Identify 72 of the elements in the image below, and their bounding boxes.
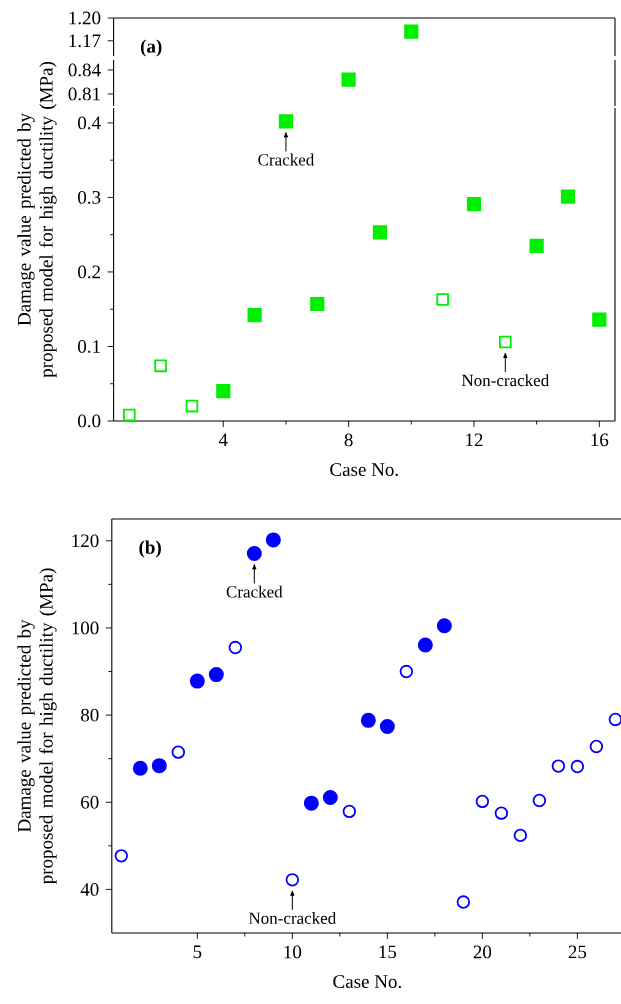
point bbox=[265, 532, 281, 548]
y-tick-label: 0.4 bbox=[78, 116, 101, 130]
x-tick-label: 10 bbox=[284, 945, 302, 959]
point bbox=[436, 293, 449, 306]
y-tick-label: 40 bbox=[80, 883, 99, 896]
y-tick-label: 1.17 bbox=[69, 34, 101, 48]
annotation: (b) bbox=[139, 540, 161, 558]
point bbox=[570, 759, 585, 774]
y-tick-label: 120 bbox=[72, 534, 99, 548]
point bbox=[342, 804, 357, 819]
annotation: Non-cracked bbox=[248, 912, 337, 924]
point bbox=[310, 296, 325, 312]
point bbox=[551, 759, 566, 773]
y-axis-title: Damage value predicted by proposed model for high ductility (MPa) bbox=[17, 62, 57, 378]
x-tick-label: 12 bbox=[466, 433, 483, 447]
annotation: Cracked bbox=[258, 153, 315, 166]
annotation: Non-cracked bbox=[461, 374, 549, 387]
point bbox=[494, 806, 509, 820]
point bbox=[436, 618, 452, 634]
x-tick-label: 15 bbox=[379, 945, 397, 959]
point bbox=[151, 758, 167, 774]
y-tick-label: 0.1 bbox=[78, 340, 100, 353]
point bbox=[114, 849, 128, 863]
y-tick-label: 1.20 bbox=[69, 11, 101, 25]
point bbox=[399, 664, 414, 679]
x-tick-label: 5 bbox=[193, 945, 202, 959]
y-tick-label: 60 bbox=[81, 795, 99, 809]
x-tick-label: 25 bbox=[568, 945, 587, 959]
x-axis-title: Case No. bbox=[330, 463, 398, 477]
point bbox=[499, 335, 512, 349]
y-tick-label: 0.84 bbox=[68, 63, 101, 77]
point bbox=[466, 197, 482, 212]
x-tick-label: 20 bbox=[473, 945, 492, 959]
y-tick-label: 80 bbox=[80, 708, 99, 722]
y-axis-title: Damage value predicted by proposed model for high ductility (MPa) bbox=[17, 568, 57, 884]
point bbox=[513, 828, 528, 843]
point bbox=[154, 359, 167, 373]
x-tick-label: 8 bbox=[344, 433, 353, 447]
annotation: Cracked bbox=[226, 585, 283, 598]
point bbox=[132, 760, 148, 776]
y-tick-label: 0.3 bbox=[78, 190, 101, 204]
point bbox=[456, 895, 471, 909]
y-tick-label: 100 bbox=[72, 621, 99, 635]
point bbox=[171, 745, 186, 759]
point bbox=[246, 545, 262, 561]
point bbox=[475, 794, 490, 809]
point bbox=[247, 308, 262, 323]
point bbox=[560, 189, 576, 204]
point bbox=[372, 225, 388, 240]
x-tick-label: 16 bbox=[591, 433, 609, 447]
point bbox=[303, 795, 319, 811]
y-tick-label: 0.0 bbox=[78, 414, 101, 428]
point bbox=[185, 399, 199, 413]
point bbox=[122, 408, 136, 422]
point bbox=[228, 640, 243, 655]
point bbox=[529, 238, 544, 253]
point bbox=[285, 873, 300, 887]
point bbox=[322, 789, 338, 805]
y-tick-label: 0.81 bbox=[68, 87, 100, 101]
point bbox=[592, 312, 607, 327]
x-axis-title: Case No. bbox=[333, 975, 401, 989]
point bbox=[417, 637, 433, 653]
point bbox=[216, 384, 231, 399]
x-tick-label: 4 bbox=[218, 433, 228, 447]
point bbox=[278, 114, 294, 129]
annotation: (a) bbox=[140, 39, 162, 57]
point bbox=[532, 793, 547, 808]
point bbox=[360, 712, 376, 728]
point bbox=[379, 718, 395, 734]
point bbox=[189, 673, 205, 689]
point bbox=[208, 667, 224, 683]
y-tick-label: 0.2 bbox=[78, 265, 101, 279]
